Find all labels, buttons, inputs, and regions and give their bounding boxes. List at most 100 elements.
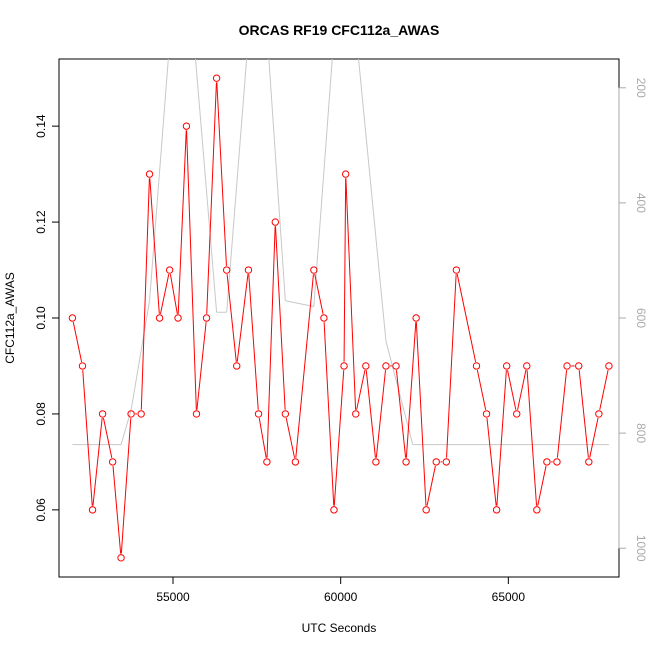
data-point <box>117 554 125 562</box>
cfc112a-line-segment <box>446 274 457 458</box>
cfc112a-line-segment <box>92 418 103 506</box>
cfc112a-line-segment <box>356 369 366 410</box>
y-tick-label: 0.08 <box>34 402 48 426</box>
data-point <box>155 314 164 322</box>
y-tick-label: 0.06 <box>34 498 48 522</box>
data-point <box>352 410 360 418</box>
data-point <box>342 170 350 178</box>
data-point <box>362 362 370 370</box>
cfc112a-line-segment <box>456 274 477 362</box>
pressure-line-segment <box>226 59 248 313</box>
data-point <box>543 458 551 466</box>
cfc112a-line-segment <box>169 274 178 314</box>
data-point <box>88 506 97 514</box>
pressure-line-segment <box>149 59 169 301</box>
cfc112a-line-segment <box>258 417 267 458</box>
data-point <box>254 410 263 418</box>
cfc112a-line-segment <box>314 274 324 314</box>
data-point <box>127 410 135 418</box>
data-point <box>68 314 77 322</box>
y-tick-label: 0.12 <box>34 210 48 234</box>
data-point <box>222 266 231 274</box>
data-point <box>502 362 511 370</box>
data-point <box>78 362 87 370</box>
cfc112a-line-segment <box>365 370 376 458</box>
y-tick-label: 0.10 <box>34 306 48 330</box>
data-point <box>563 362 571 370</box>
cfc112a-line-segment <box>295 274 314 458</box>
cfc112a-line-segment <box>526 370 538 506</box>
data-point <box>482 410 491 418</box>
data-point <box>137 410 145 418</box>
data-point <box>233 362 241 370</box>
cfc112a-line-segment <box>226 274 237 362</box>
data-point <box>412 314 420 322</box>
data-point <box>192 410 201 418</box>
pressure-line-segment <box>195 59 218 313</box>
data-point <box>263 458 271 466</box>
chart-title: ORCAS RF19 CFC112a_AWAS <box>239 22 440 38</box>
x-tick-label: 65000 <box>492 590 526 604</box>
y-tick-label: 0.14 <box>34 114 48 138</box>
y2-tick-label: 400 <box>634 193 648 213</box>
data-point <box>165 266 174 274</box>
y2-tick-label: 800 <box>634 423 648 443</box>
cfc112a-line-segment <box>196 322 207 410</box>
data-point <box>202 314 211 322</box>
cfc112a-line-segment <box>120 418 132 554</box>
cfc112a-line-segment <box>496 370 507 506</box>
data-point <box>244 266 253 274</box>
data-point <box>422 506 430 514</box>
cfc112a-line-segment <box>285 417 296 458</box>
data-point <box>432 458 440 466</box>
pressure-line-segment <box>120 409 132 445</box>
cfc112a-line-segment <box>216 82 227 266</box>
data-point <box>330 506 338 514</box>
cfc112a-line-segment <box>82 370 93 506</box>
data-point <box>320 314 328 322</box>
y2-axis: 200 400 600 800 1000 <box>618 78 648 562</box>
pressure-line-segment <box>358 59 387 342</box>
cfc112a-line-segment <box>589 417 599 458</box>
cfc112a-line-segment <box>112 466 122 554</box>
cfc112a-line-segment <box>206 82 217 314</box>
y-axis: 0.06 0.08 0.10 0.12 0.14 <box>34 114 60 522</box>
cfc112a-line-segment <box>266 226 276 458</box>
pressure-line-segment <box>268 59 286 301</box>
y2-tick-label: 600 <box>634 308 648 328</box>
data-point <box>340 362 348 370</box>
pressure-line-series <box>72 59 609 446</box>
data-point <box>182 122 191 130</box>
data-point <box>513 410 521 418</box>
cfc112a-line-segment <box>486 418 497 506</box>
data-point <box>605 362 613 370</box>
data-point <box>145 170 154 178</box>
cfc112a-line-segment <box>556 370 568 458</box>
cfc112a-line-series <box>72 82 609 554</box>
data-point <box>585 458 593 466</box>
cfc112a-line-segment <box>405 322 417 458</box>
x-tick-label: 55000 <box>156 590 190 604</box>
cfc112a-line-segment <box>275 226 286 410</box>
cfc112a-line-segment <box>537 465 547 506</box>
data-point <box>271 218 279 226</box>
data-point <box>452 266 461 274</box>
data-point <box>212 74 221 82</box>
data-point <box>575 362 583 370</box>
data-point <box>472 362 481 370</box>
cfc112a-line-segment <box>578 370 589 458</box>
data-point <box>98 410 107 418</box>
data-point <box>595 410 603 418</box>
y2-tick-label: 200 <box>634 78 648 98</box>
pressure-line-segment <box>285 300 314 307</box>
cfc112a-line-segment <box>395 370 407 458</box>
cfc112a-line-segment <box>426 465 436 506</box>
data-point <box>382 362 390 370</box>
cfc112a-line-segment <box>140 178 150 410</box>
data-point <box>281 410 290 418</box>
data-point <box>523 362 531 370</box>
data-point <box>392 362 400 370</box>
cfc112a-line-segment <box>248 274 259 410</box>
y2-tick-label: 1000 <box>634 535 648 562</box>
data-point <box>533 506 541 514</box>
